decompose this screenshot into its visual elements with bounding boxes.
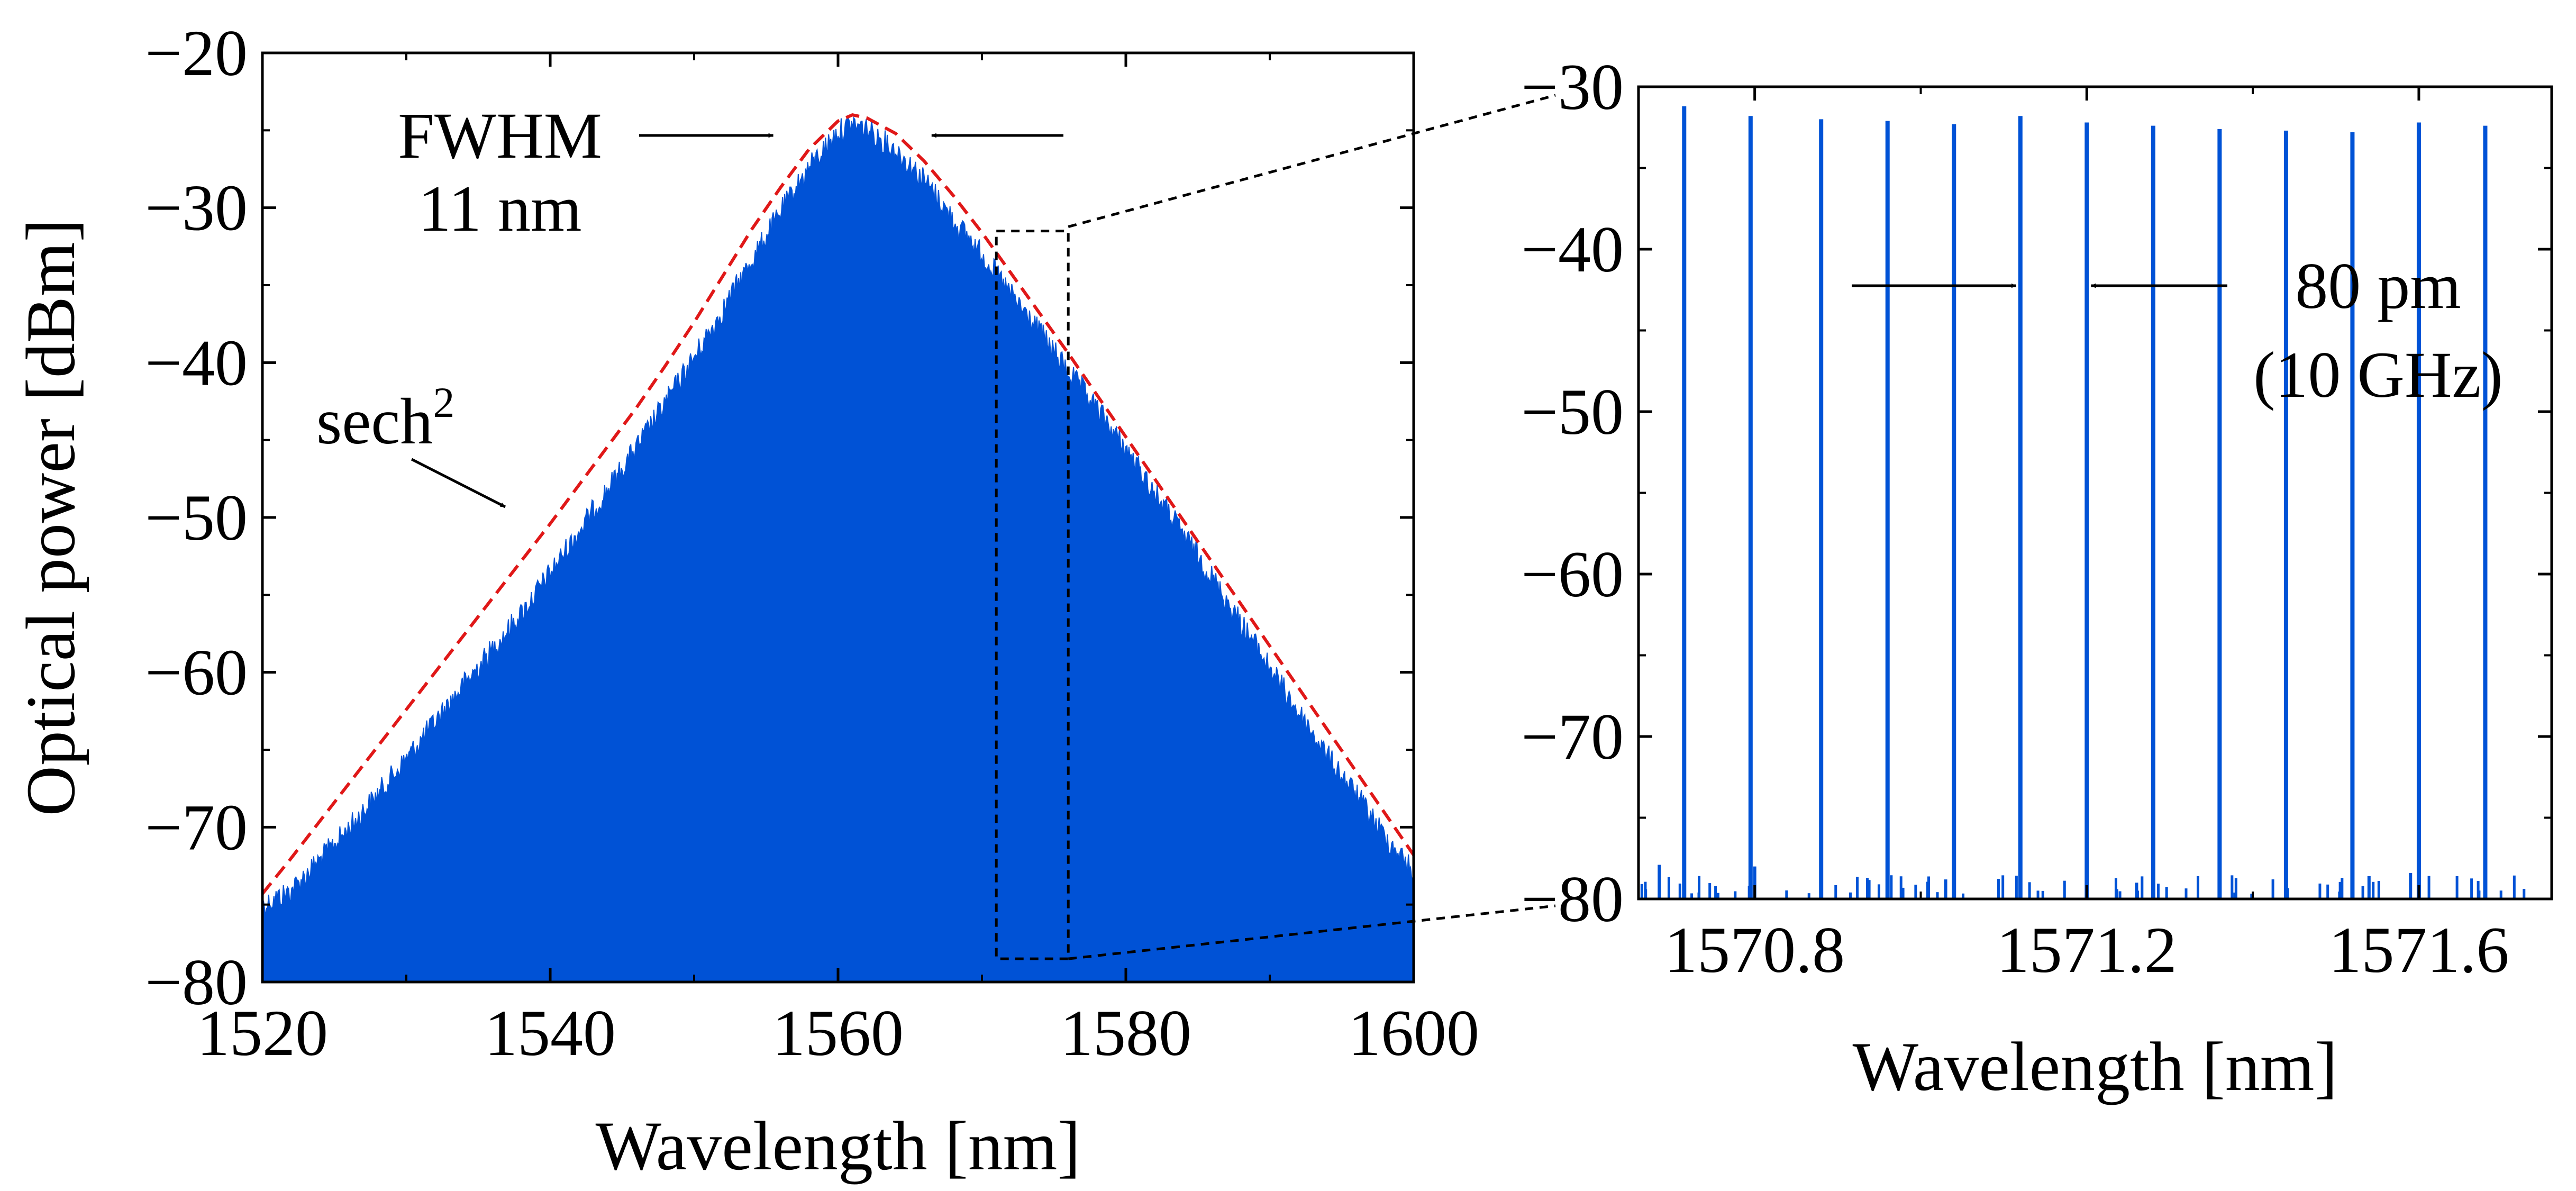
overview-x-tick-label: 1580 (1060, 997, 1191, 1069)
overview-y-tick-label: −30 (145, 172, 248, 244)
spacing-frequency: (10 GHz) (2253, 339, 2503, 411)
overview-x-tick-label: 1600 (1348, 997, 1479, 1069)
overview-y-tick-label: −80 (145, 946, 248, 1019)
zoom-y-tick-label: −60 (1521, 538, 1624, 611)
zoom-x-axis-label: Wavelength [nm] (1853, 1028, 2338, 1105)
spacing-label: 80 pm (2295, 250, 2461, 322)
overview-y-tick-label: −20 (145, 17, 248, 89)
fwhm-value: 11 nm (418, 172, 582, 245)
zoom-y-tick-label: −50 (1521, 376, 1624, 448)
sech2-arrow (411, 458, 506, 508)
overview-y-tick-label: −70 (145, 791, 248, 863)
zoom-x-tick-label: 1571.6 (2328, 914, 2509, 986)
zoom-y-tick-label: −40 (1521, 213, 1624, 286)
fwhm-label: FWHM (398, 99, 602, 172)
zoom-connectors (1068, 94, 1556, 960)
overview-x-tick-label: 1560 (772, 997, 904, 1069)
overview-x-axis-label: Wavelength [nm] (596, 1107, 1081, 1185)
overview-y-axis-label: Optical power [dBm] (12, 219, 89, 816)
sech2-label: sech2 (316, 378, 454, 458)
overview-y-tick-label: −50 (145, 481, 248, 554)
overview-spectrum-area (262, 116, 1414, 982)
zoom-plot-frame (1637, 85, 2553, 901)
zoom-y-tick-label: −30 (1521, 51, 1624, 123)
zoom-region-box (995, 230, 1070, 960)
overview-chart: −80 −70 −60 −50 −40 −30 −20 1520 1540 1560 1580 160… (12, 17, 1479, 1185)
zoom-chart: −80 −70 −60 −50 −40 −30 1570.8 1571.2 1571.6 80 … (1521, 51, 2553, 1105)
overview-y-tick-label: −60 (145, 637, 248, 709)
overview-y-tick-label: −40 (145, 326, 248, 399)
sech2-exponent: 2 (433, 378, 454, 426)
overview-sech2-fit-line (262, 113, 1414, 895)
zoom-y-tick-label: −70 (1521, 701, 1624, 773)
zoom-x-tick-label: 1570.8 (1664, 914, 1845, 986)
overview-x-tick-label: 1520 (197, 997, 328, 1069)
zoom-x-tick-label: 1571.2 (1997, 914, 2177, 986)
zoom-connector-bottom (1068, 904, 1556, 960)
zoom-y-tick-label: −80 (1521, 863, 1624, 935)
zoom-connector-top (1068, 94, 1556, 228)
overview-x-tick-label: 1540 (485, 997, 616, 1069)
